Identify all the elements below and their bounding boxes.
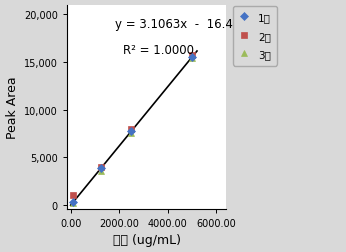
Legend: 1차, 2차, 3차: 1차, 2차, 3차: [233, 7, 277, 66]
Line: 3차: 3차: [70, 56, 195, 207]
Y-axis label: Peak Area: Peak Area: [6, 76, 19, 138]
Text: y = 3.1063x  -  16.4390: y = 3.1063x - 16.4390: [115, 18, 255, 31]
1차: [99, 167, 103, 170]
Text: R² = 1.0000: R² = 1.0000: [123, 44, 194, 57]
2차: [71, 194, 75, 197]
2차: [99, 165, 103, 168]
3차: [129, 132, 134, 135]
Line: 1차: 1차: [70, 55, 195, 205]
2차: [190, 54, 194, 57]
3차: [99, 170, 103, 173]
3차: [190, 58, 194, 61]
3차: [71, 202, 75, 205]
X-axis label: 농도 (ug/mL): 농도 (ug/mL): [112, 234, 181, 246]
1차: [190, 56, 194, 59]
1차: [71, 201, 75, 204]
1차: [129, 130, 134, 133]
Line: 2차: 2차: [70, 52, 195, 199]
2차: [129, 128, 134, 131]
